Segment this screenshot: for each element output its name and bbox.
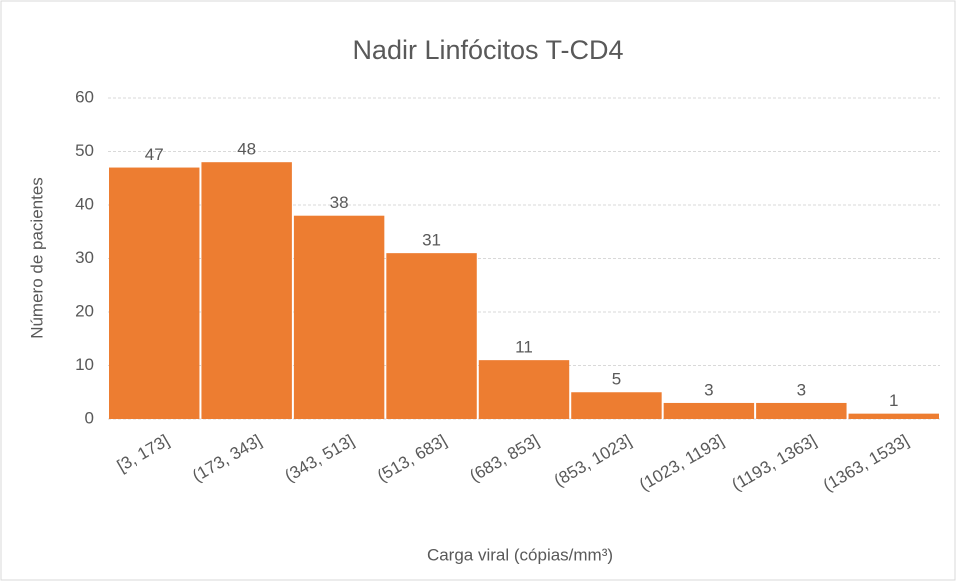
bar xyxy=(386,253,477,419)
bar xyxy=(201,162,292,419)
bar xyxy=(478,360,570,419)
bar xyxy=(848,413,939,419)
data-label: 3 xyxy=(797,380,806,399)
y-tick-label: 40 xyxy=(75,194,94,213)
chart-title: Nadir Linfócitos T-CD4 xyxy=(352,35,623,65)
bar xyxy=(571,392,662,419)
y-axis-title: Número de pacientes xyxy=(27,177,46,339)
data-label: 11 xyxy=(515,338,533,357)
y-tick-label: 30 xyxy=(75,248,94,267)
y-tick-label: 10 xyxy=(75,355,94,374)
y-tick-label: 20 xyxy=(75,301,94,320)
y-tick-label: 60 xyxy=(75,87,94,106)
y-tick-label: 50 xyxy=(75,141,94,160)
data-label: 31 xyxy=(422,231,441,250)
bar xyxy=(663,402,755,419)
x-axis-title: Carga viral (cópias/mm³) xyxy=(427,545,613,564)
bar xyxy=(756,402,847,419)
data-label: 47 xyxy=(145,145,164,164)
data-label: 3 xyxy=(704,380,713,399)
data-label: 1 xyxy=(889,391,898,410)
bar xyxy=(293,215,385,419)
data-label: 48 xyxy=(237,140,256,159)
data-label: 38 xyxy=(330,193,349,212)
y-tick-label: 0 xyxy=(85,408,94,427)
data-label: 5 xyxy=(612,370,621,389)
bar xyxy=(109,167,200,419)
